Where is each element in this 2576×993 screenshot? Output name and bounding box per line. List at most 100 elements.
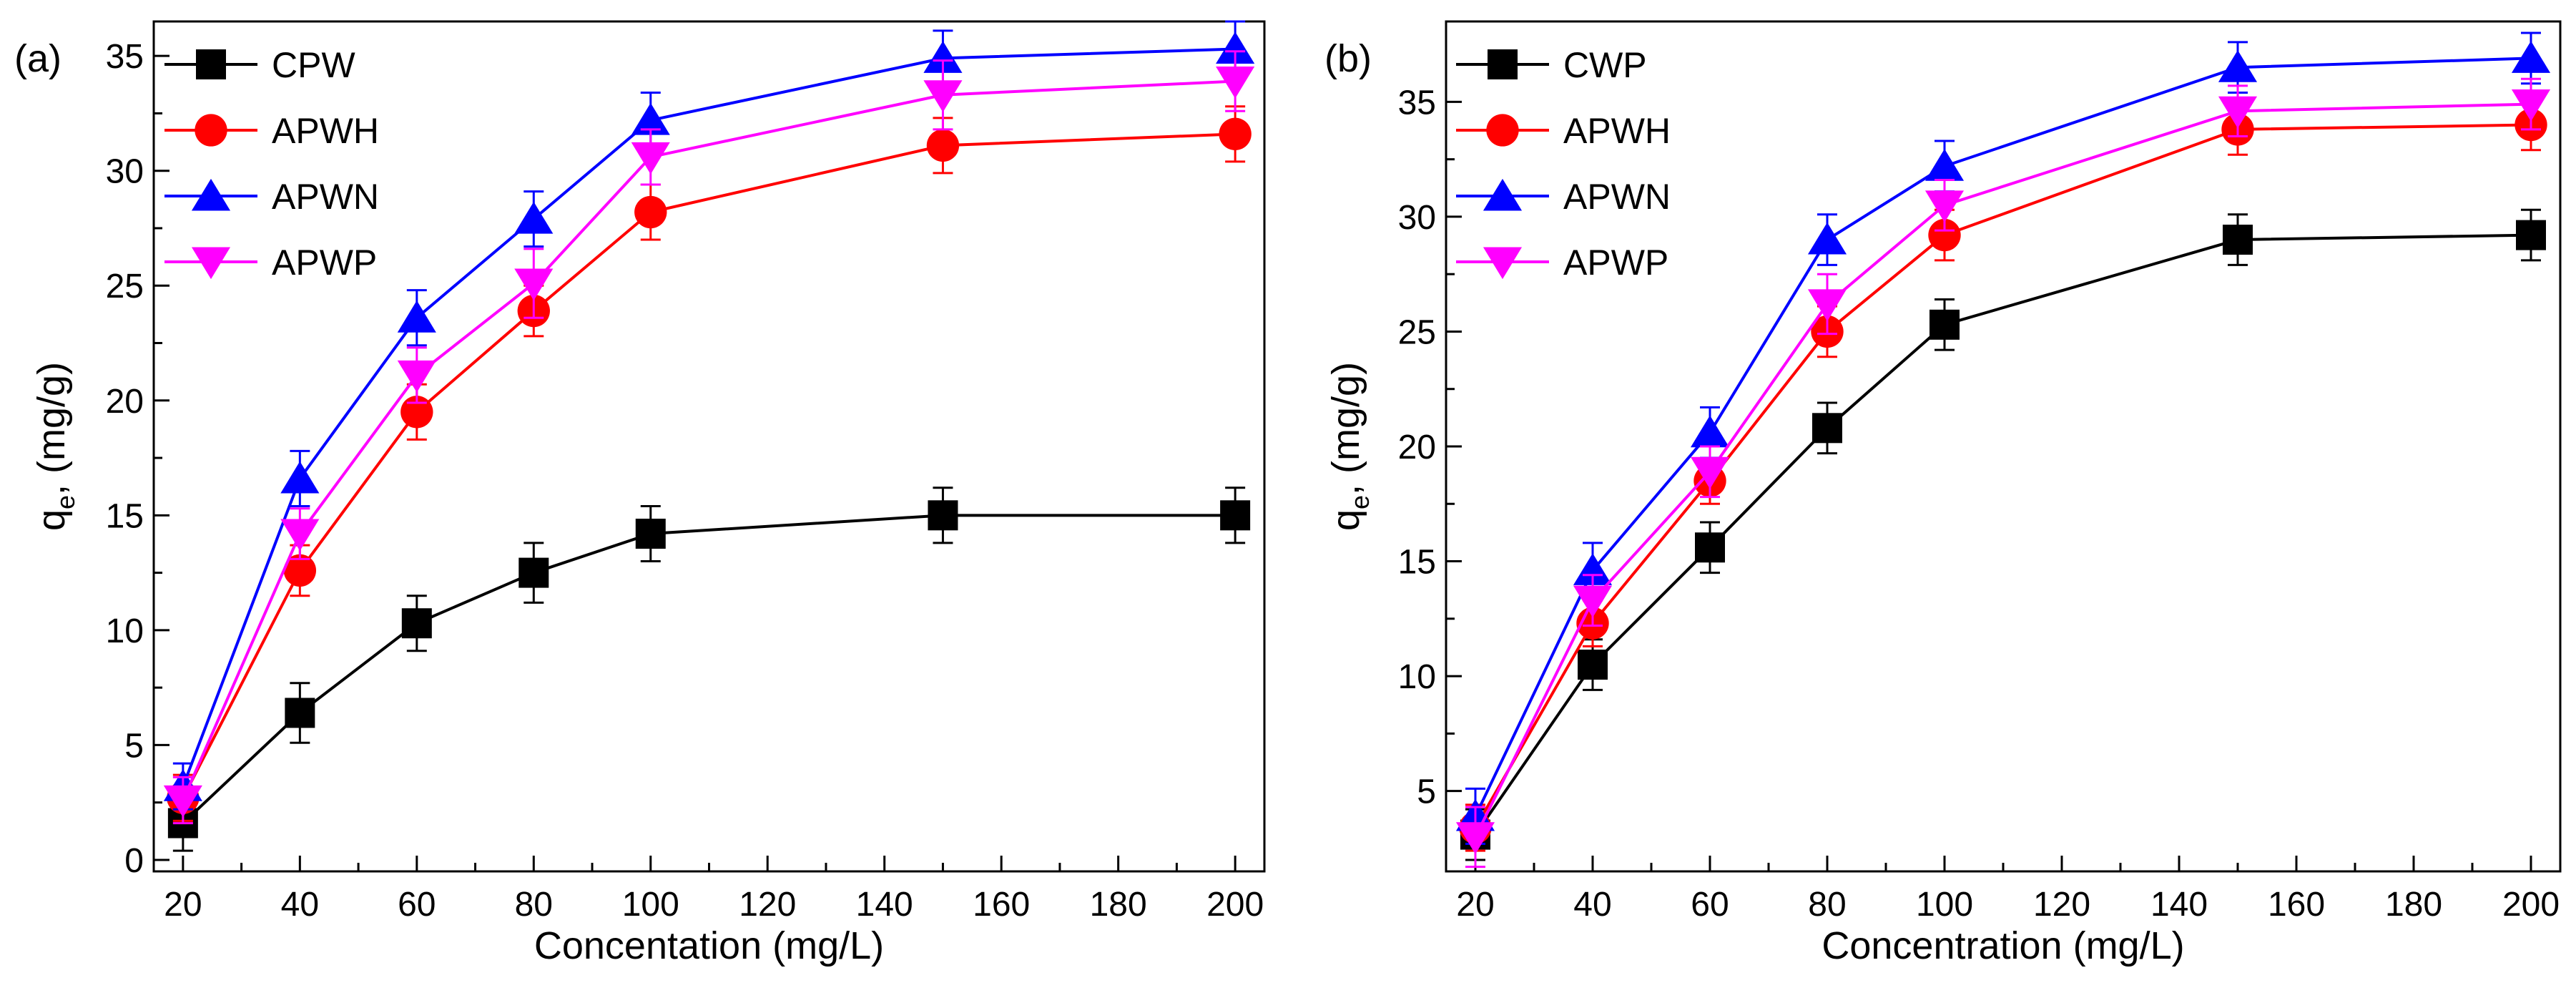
data-point <box>163 785 202 818</box>
y-tick-label: 5 <box>1417 773 1436 811</box>
data-point <box>280 461 320 494</box>
x-tick-label: 140 <box>856 886 913 924</box>
data-point <box>926 129 960 162</box>
data-point <box>631 142 670 175</box>
x-tick-label: 20 <box>1456 886 1494 924</box>
data-point <box>631 102 670 135</box>
data-point <box>1807 222 1847 255</box>
y-axis-label-main: q <box>30 509 73 531</box>
series-line <box>182 132 1236 799</box>
x-axis-label: Concentation (mg/L) <box>534 924 884 967</box>
legend-marker <box>196 49 226 79</box>
y-tick-label: 30 <box>106 153 144 191</box>
data-point <box>1924 190 1965 223</box>
series-line <box>1474 233 2532 836</box>
legend-label: APWN <box>272 177 379 217</box>
legend-label: CWP <box>1563 45 1647 85</box>
data-point <box>1695 532 1725 563</box>
series-apwp <box>163 50 1255 825</box>
series-line <box>181 47 1236 787</box>
legend-entry-apwp: APWP <box>1456 243 1668 283</box>
x-tick-label: 160 <box>973 886 1030 924</box>
x-tick-label: 100 <box>1916 886 1973 924</box>
x-tick-label: 200 <box>2502 886 2560 924</box>
data-point <box>283 554 317 587</box>
data-point <box>1812 413 1842 444</box>
data-point <box>1216 31 1255 64</box>
data-point <box>1219 117 1252 151</box>
legend-entry-apwn: APWN <box>1456 177 1671 217</box>
data-point <box>1578 650 1608 680</box>
data-point <box>1455 822 1495 854</box>
data-point <box>634 195 667 229</box>
legend-entry-apwn: APWN <box>164 177 379 217</box>
data-point <box>1690 456 1730 489</box>
data-point <box>2511 41 2551 73</box>
legend-marker <box>191 178 231 211</box>
y-tick-label: 30 <box>1398 199 1436 237</box>
data-point <box>2516 220 2546 250</box>
data-point <box>1690 415 1730 448</box>
legend-entry-apwh: APWH <box>1456 111 1671 151</box>
series-line <box>1474 57 2532 817</box>
y-axis-label-sub: e <box>51 495 80 509</box>
data-point <box>285 698 315 728</box>
legend-entry-cpw: CPW <box>164 45 355 85</box>
y-tick-label: 35 <box>106 38 144 76</box>
legend-label: APWH <box>272 111 379 151</box>
data-point <box>2223 225 2253 255</box>
y-tick-label: 15 <box>106 497 144 535</box>
data-point <box>2511 89 2551 122</box>
legend-label: APWP <box>1563 243 1668 283</box>
x-tick-label: 100 <box>622 886 679 924</box>
y-tick-label: 0 <box>124 842 144 880</box>
series-line <box>1474 123 2532 828</box>
x-tick-label: 200 <box>1206 886 1264 924</box>
data-point <box>1573 585 1613 618</box>
data-point <box>1573 553 1613 585</box>
series-apwn <box>163 20 1255 811</box>
data-point <box>2218 50 2258 82</box>
legend-label: CPW <box>272 45 355 85</box>
x-tick-label: 20 <box>164 886 202 924</box>
y-axis-label-sub: e <box>1345 495 1375 509</box>
x-tick-label: 80 <box>515 886 553 924</box>
data-point <box>2218 96 2258 129</box>
y-axis-label-rest: , (mg/g) <box>30 362 73 495</box>
data-point <box>514 268 554 301</box>
x-tick-label: 140 <box>2150 886 2208 924</box>
x-tick-label: 60 <box>1691 886 1729 924</box>
series-cwp <box>1460 208 2546 861</box>
y-tick-label: 10 <box>1398 658 1436 696</box>
y-tick-label: 10 <box>106 612 144 650</box>
data-point <box>1928 218 1961 252</box>
data-point <box>1220 500 1251 531</box>
x-tick-label: 180 <box>1090 886 1147 924</box>
panel-label: (a) <box>14 37 62 80</box>
data-point <box>397 300 436 333</box>
y-axis-label-main: q <box>1324 509 1367 531</box>
data-point <box>280 519 320 552</box>
data-point <box>401 608 432 639</box>
legend-marker <box>1488 49 1518 79</box>
y-tick-label: 35 <box>1398 84 1436 122</box>
legend-label: APWH <box>1563 111 1671 151</box>
data-point <box>923 41 963 73</box>
y-axis-label: qe, (mg/g) <box>1324 362 1375 531</box>
series-apwn <box>1455 31 2551 845</box>
y-tick-label: 5 <box>124 727 144 765</box>
data-point <box>1929 309 1960 340</box>
series-cpw <box>167 486 1251 852</box>
legend-marker <box>195 114 227 147</box>
series-line <box>182 514 1236 825</box>
data-point <box>923 80 963 112</box>
legend-marker <box>1486 114 1519 147</box>
y-axis-label-rest: , (mg/g) <box>1324 362 1367 495</box>
data-point <box>635 519 666 549</box>
x-tick-label: 180 <box>2385 886 2442 924</box>
y-tick-label: 15 <box>1398 544 1436 582</box>
x-tick-label: 120 <box>739 886 796 924</box>
x-tick-label: 60 <box>398 886 436 924</box>
